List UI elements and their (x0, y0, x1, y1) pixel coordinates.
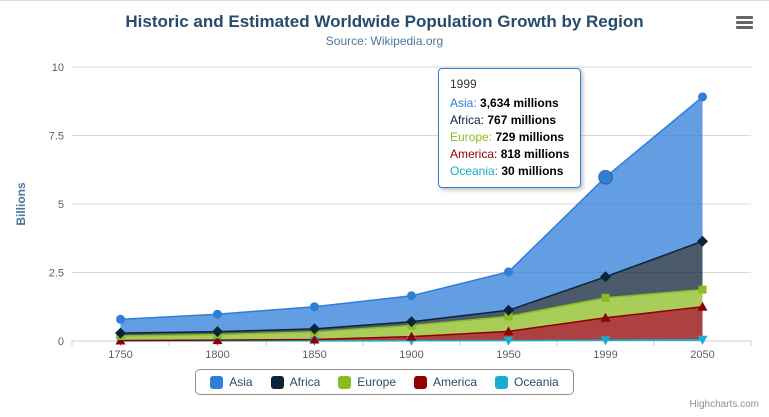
marker-europe-1999[interactable] (601, 293, 610, 302)
legend-label: Asia (229, 375, 253, 389)
marker-oceania-1950[interactable] (503, 336, 514, 346)
legend-label: Europe (357, 375, 396, 389)
marker-europe-1950[interactable] (504, 312, 513, 321)
marker-africa-1999[interactable] (600, 271, 611, 283)
legend-label: Oceania (514, 375, 559, 389)
legend-symbol-america (414, 375, 427, 389)
marker-asia-1850[interactable] (310, 302, 319, 312)
legend-label: Africa (289, 375, 321, 389)
marker-oceania-2050[interactable] (697, 335, 708, 345)
legend-item-asia[interactable]: Asia (210, 375, 253, 389)
x-axis-label: 1750 (108, 349, 132, 361)
x-axis-label: 1900 (399, 349, 423, 361)
marker-europe-2050[interactable] (698, 285, 707, 294)
marker-africa-1950[interactable] (503, 304, 514, 316)
y-axis-title: Billions (14, 182, 28, 226)
marker-asia-1750[interactable] (116, 314, 125, 324)
marker-america-1800[interactable] (212, 335, 223, 345)
credits-link[interactable]: Highcharts.com (689, 399, 759, 410)
hovered-point-marker[interactable] (598, 169, 613, 185)
legend-item-oceania[interactable]: Oceania (495, 375, 559, 389)
marker-america-1999[interactable] (600, 312, 611, 322)
chart-subtitle: Source: Wikipedia.org (325, 34, 444, 48)
x-axis-label: 1999 (593, 349, 617, 361)
legend: Asia Africa Europe America Oceania (195, 369, 574, 395)
y-axis-label: 5 (58, 199, 64, 211)
marker-america-1900[interactable] (406, 331, 417, 341)
marker-oceania-1999[interactable] (600, 336, 611, 346)
marker-america-2050[interactable] (697, 301, 708, 311)
series-area-america[interactable] (120, 306, 703, 341)
legend-symbol-oceania (495, 375, 509, 389)
x-axis-label: 1850 (302, 349, 326, 361)
marker-asia-1800[interactable] (213, 309, 222, 319)
series-area-asia[interactable] (120, 96, 703, 334)
hamburger-menu-icon (733, 15, 755, 29)
marker-africa-2050[interactable] (697, 235, 708, 247)
marker-africa-1850[interactable] (309, 323, 320, 335)
legend-symbol-europe (338, 375, 352, 389)
marker-asia-1950[interactable] (504, 267, 513, 277)
legend-item-africa[interactable]: Africa (270, 375, 321, 389)
marker-africa-1900[interactable] (406, 316, 417, 328)
y-axis-label: 7.5 (49, 131, 64, 143)
legend-item-europe[interactable]: Europe (338, 375, 396, 389)
context-menu-button[interactable] (731, 11, 757, 33)
marker-asia-2050[interactable] (698, 92, 707, 102)
marker-africa-1750[interactable] (115, 327, 126, 339)
y-axis-label: 2.5 (49, 268, 64, 280)
marker-africa-1800[interactable] (212, 326, 223, 338)
y-axis-label: 0 (58, 336, 64, 348)
legend-symbol-africa (270, 375, 284, 389)
y-axis-label: 10 (52, 62, 64, 74)
legend-item-america[interactable]: America (414, 375, 477, 389)
legend-label: America (433, 375, 478, 389)
x-axis-label: 1800 (205, 349, 229, 361)
series-area-africa[interactable] (120, 241, 703, 336)
x-axis-label: 1950 (496, 349, 520, 361)
marker-asia-1900[interactable] (407, 291, 416, 301)
marker-america-1950[interactable] (503, 326, 514, 336)
chart-title: Historic and Estimated Worldwide Populat… (125, 12, 644, 31)
legend-symbol-asia (210, 375, 224, 389)
x-axis-label: 2050 (690, 349, 714, 361)
legend-wrap: Asia Africa Europe America Oceania (0, 369, 769, 395)
marker-america-1850[interactable] (309, 334, 320, 344)
